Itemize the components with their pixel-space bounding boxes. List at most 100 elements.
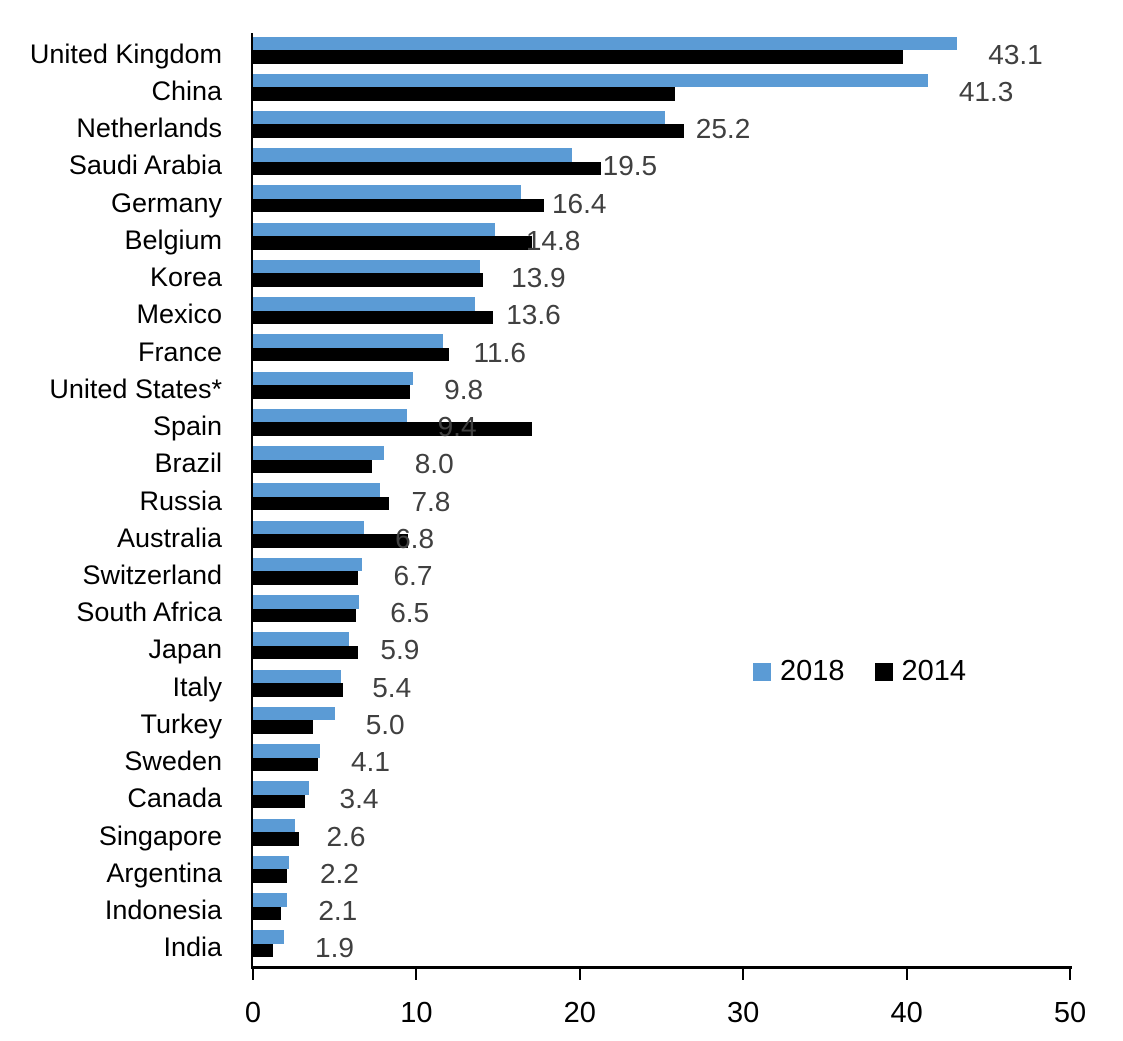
category-label: Netherlands <box>76 113 222 144</box>
bar-2018 <box>253 110 665 125</box>
bar-2014 <box>253 347 450 362</box>
value-label: 13.9 <box>511 262 566 294</box>
category-label: India <box>163 932 222 963</box>
bar-2014 <box>253 459 373 474</box>
bar-2014 <box>253 534 409 548</box>
x-tick <box>252 969 254 980</box>
bar-2018 <box>253 781 309 795</box>
value-label: 16.4 <box>551 187 607 219</box>
bar-2014 <box>253 124 685 138</box>
value-label: 3.4 <box>339 783 379 815</box>
category-label: Mexico <box>136 299 222 330</box>
category-label: Germany <box>110 187 222 218</box>
bar-2014 <box>253 50 904 64</box>
bar-2018 <box>253 818 296 833</box>
x-tick <box>742 969 745 980</box>
bar-2014 <box>253 645 358 660</box>
x-tick-label: 0 <box>244 997 262 1029</box>
y-axis-line <box>251 33 253 969</box>
value-label: 2.2 <box>319 857 359 889</box>
category-label: Russia <box>139 485 222 516</box>
bar-2014 <box>253 720 314 734</box>
bar-2018 <box>253 408 407 423</box>
category-label: Saudi Arabia <box>68 150 222 181</box>
category-label: South Africa <box>76 597 222 628</box>
bar-2018 <box>253 595 360 609</box>
x-tick-label: 20 <box>563 997 596 1029</box>
bar-2018 <box>253 669 342 684</box>
bar-2014 <box>253 161 602 176</box>
value-label: 8.0 <box>414 448 454 480</box>
bar-2014 <box>253 608 356 623</box>
value-label: 2.1 <box>318 895 358 927</box>
bar-2018 <box>253 855 289 870</box>
bar-2014 <box>253 385 410 399</box>
value-label: 1.9 <box>315 932 354 964</box>
value-label: 9.8 <box>444 373 484 405</box>
bar-2014 <box>253 869 288 883</box>
category-label: Sweden <box>124 746 222 777</box>
category-label: Australia <box>116 522 222 553</box>
category-label: China <box>151 75 222 106</box>
bar-2014 <box>253 683 343 697</box>
legend-swatch-2018 <box>753 662 771 681</box>
value-label: 5.9 <box>380 634 420 666</box>
x-tick-label: 30 <box>727 997 760 1029</box>
value-label: 13.6 <box>506 299 561 331</box>
legend-swatch-2014 <box>874 662 893 681</box>
bar-2018 <box>253 557 363 572</box>
value-label: 2.6 <box>326 820 366 852</box>
bar-2018 <box>253 148 572 162</box>
value-label: 41.3 <box>958 75 1014 107</box>
x-tick-label: 50 <box>1053 997 1087 1029</box>
category-label: United Kingdom <box>29 38 222 69</box>
bar-2014 <box>253 906 281 921</box>
bar-2018 <box>253 73 928 88</box>
bar-2018 <box>253 632 350 646</box>
x-tick <box>905 969 908 980</box>
category-label: Italy <box>172 671 222 702</box>
bar-2018 <box>253 222 495 237</box>
x-tick <box>1069 969 1071 980</box>
category-label: Canada <box>127 783 222 814</box>
bar-2018 <box>253 930 285 944</box>
bar-2018 <box>253 706 335 721</box>
category-label: Belgium <box>124 224 222 255</box>
value-label: 14.8 <box>525 224 581 256</box>
value-label: 19.5 <box>602 150 658 182</box>
bar-2014 <box>253 757 319 772</box>
bar-2018 <box>253 371 414 386</box>
bar-2018 <box>253 297 476 311</box>
value-label: 6.8 <box>395 522 435 554</box>
value-label: 43.1 <box>988 38 1043 70</box>
bar-2014 <box>253 832 299 846</box>
bar-2014 <box>253 273 484 287</box>
value-label: 5.0 <box>365 708 405 740</box>
bar-2018 <box>253 185 521 199</box>
legend: 2018 2014 <box>753 657 966 686</box>
category-label: Singapore <box>98 820 222 851</box>
value-label: 9.4 <box>437 411 477 443</box>
legend-entry-2014: 2014 <box>874 657 966 686</box>
category-label: Brazil <box>154 448 222 479</box>
category-label: France <box>137 336 222 367</box>
bar-2014 <box>253 198 544 213</box>
value-label: 25.2 <box>695 113 751 145</box>
x-tick <box>578 969 581 980</box>
category-label: Spain <box>152 411 222 442</box>
bar-2014 <box>253 422 533 436</box>
bar-2018 <box>253 893 288 907</box>
category-label: Turkey <box>140 708 222 739</box>
bar-2018 <box>253 259 481 274</box>
category-label: Indonesia <box>104 895 222 926</box>
bar-2014 <box>253 310 494 325</box>
value-label: 11.6 <box>473 336 526 368</box>
x-axis-line <box>251 966 1072 969</box>
legend-label-2018: 2018 <box>780 655 845 687</box>
legend-entry-2018: 2018 <box>753 657 845 686</box>
category-label: Korea <box>149 262 222 293</box>
value-label: 6.7 <box>393 559 433 591</box>
bar-2018 <box>253 744 320 758</box>
x-tick-label: 40 <box>890 997 923 1029</box>
